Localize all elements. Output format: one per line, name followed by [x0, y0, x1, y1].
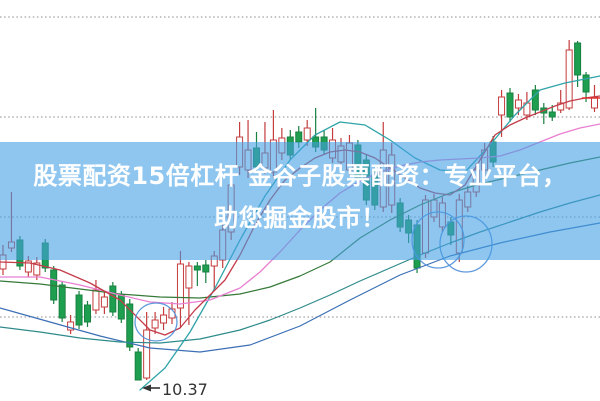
low-price-annotation: 10.37 — [142, 380, 208, 399]
ma-cyan-fast — [139, 75, 600, 391]
banner-title-line2: 助您掘金股市！ — [214, 204, 386, 232]
arrow-left-icon — [142, 384, 151, 392]
low-price-label: 10.37 — [162, 380, 208, 399]
promo-banner: 股票配资15倍杠杆 金谷子股票配资：专业平台， 助您掘金股市！ — [0, 142, 600, 260]
banner-title-line1: 股票配资15倍杠杆 金谷子股票配资：专业平台， — [33, 162, 567, 190]
